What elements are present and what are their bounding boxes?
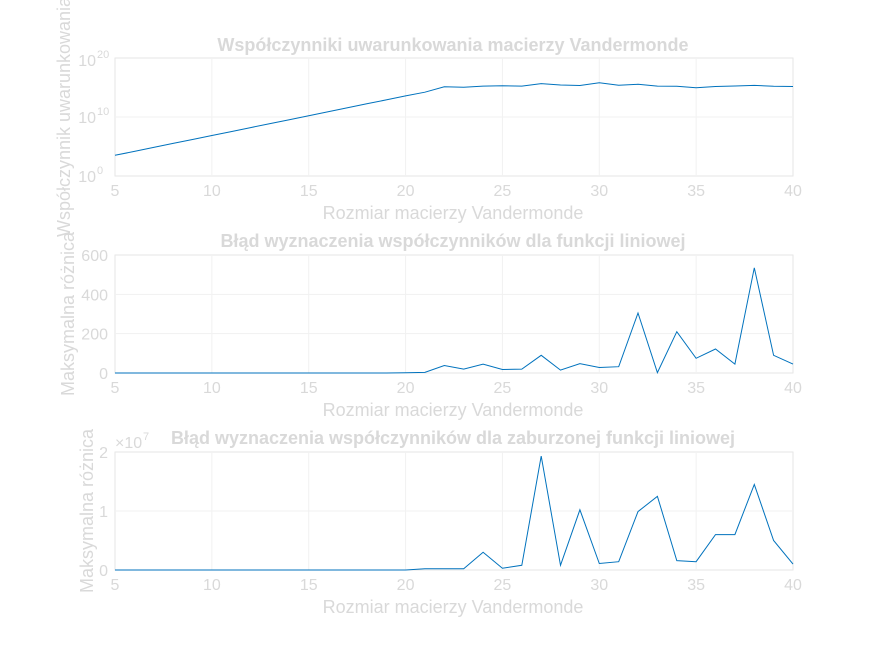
subplot-3-exponent-label: ×10 [115,435,142,452]
subplot-2-series-line [115,267,794,374]
subplot-3-ytick-label: 2 [99,445,108,462]
subplot-2-y-ticks: 0 200 400 600 [81,248,108,383]
subplot-2-xtick-label: 20 [397,380,415,397]
subplot-3-xtick-label: 10 [203,577,221,594]
subplot-3-y-ticks: 0 1 2 [99,445,108,580]
subplot-1-ytick-0: 10 [78,169,96,186]
subplot-2-x-axis-label: Rozmiar macierzy Vandermonde [323,400,584,420]
subplot-3-series-line [115,456,794,571]
subplot-1-ytick-0-exp: 0 [97,165,103,177]
subplot-3-xtick-label: 40 [784,577,802,594]
subplot-3-x-ticks: 5 10 15 20 25 30 35 40 [111,577,802,594]
subplot-2-y-axis-label: Maksymalna różnica [58,231,78,396]
subplot-3-y-axis-label: Maksymalna różnica [77,428,97,593]
subplot-1-xtick-label: 20 [397,183,415,200]
subplot-1-ytick-1-exp: 10 [97,106,109,118]
subplot-2-xtick-label: 40 [784,380,802,397]
subplot-2-xtick-label: 35 [687,380,705,397]
subplot-1-xtick-label: 25 [494,183,512,200]
subplot-1-y-ticks: 10 0 10 10 10 20 [78,49,109,186]
subplot-3-xtick-label: 20 [397,577,415,594]
subplot-1-title: Współczynniki uwarunkowania macierzy Van… [217,35,688,55]
subplot-3-xtick-label: 15 [300,577,318,594]
subplot-3-x-axis-label: Rozmiar macierzy Vandermonde [323,597,584,617]
subplot-2-title: Błąd wyznaczenia współczynników dla funk… [220,231,685,251]
subplot-1-x-axis-label: Rozmiar macierzy Vandermonde [323,203,584,223]
subplot-1-y-axis-label: Współczynnik uwarunkowania [54,0,74,237]
subplot-2-ytick-label: 200 [81,327,108,344]
subplot-1-ytick-1: 10 [78,110,96,127]
subplot-3-xtick-label: 5 [111,577,120,594]
subplot-3-exponent-power: 7 [143,431,149,443]
subplot-1-series-line [114,82,794,156]
subplot-1-xtick-label: 15 [300,183,318,200]
subplot-2-xtick-label: 30 [590,380,608,397]
subplot-1-ytick-2-exp: 20 [97,49,109,61]
subplot-1-ytick-2: 10 [78,53,96,70]
subplot-2-xtick-label: 25 [494,380,512,397]
subplot-2-x-ticks: 5 10 15 20 25 30 35 40 [111,380,802,397]
subplot-1-x-ticks: 5 10 15 20 25 30 35 40 [111,183,802,200]
subplot-2-ytick-label: 600 [81,248,108,265]
subplot-2-xtick-label: 15 [300,380,318,397]
subplot-1-xtick-label: 40 [784,183,802,200]
subplot-3-grid [115,452,793,570]
subplot-linear-error: Błąd wyznaczenia współczynników dla funk… [58,231,802,420]
subplot-3-ytick-label: 1 [99,504,108,521]
subplot-1-xtick-label: 35 [687,183,705,200]
subplot-3-xtick-label: 30 [590,577,608,594]
subplot-1-xtick-label: 10 [203,183,221,200]
subplot-condition-number: Współczynniki uwarunkowania macierzy Van… [54,0,802,237]
subplot-2-grid [115,255,793,373]
subplot-3-xtick-label: 35 [687,577,705,594]
subplot-3-title: Błąd wyznaczenia współczynników dla zabu… [171,428,735,448]
subplot-3-ytick-label: 0 [99,563,108,580]
subplot-2-xtick-label: 10 [203,380,221,397]
subplot-3-xtick-label: 25 [494,577,512,594]
subplot-perturbed-error: Błąd wyznaczenia współczynników dla zabu… [77,428,802,617]
subplot-1-grid [115,58,793,176]
subplot-2-ytick-label: 0 [99,366,108,383]
subplot-2-axes [114,254,794,374]
subplot-2-ytick-label: 400 [81,287,108,304]
subplot-2-xtick-label: 5 [111,380,120,397]
subplot-1-xtick-label: 5 [111,183,120,200]
subplot-1-xtick-label: 30 [590,183,608,200]
